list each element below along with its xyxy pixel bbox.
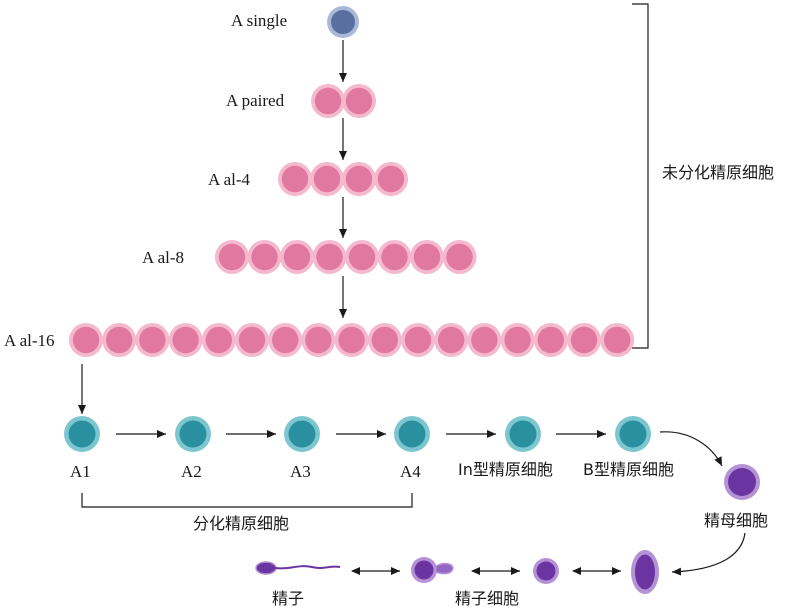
a-al16-cell (168, 323, 203, 357)
a-al4-cell (278, 162, 312, 196)
cell-a3 (284, 416, 320, 452)
label-spermatocyte: 精母细胞 (704, 511, 769, 530)
label-a-paired: A paired (226, 91, 285, 110)
a-paired-cell (311, 84, 345, 118)
label-a-al16: A al-16 (4, 331, 55, 350)
cell-round-spermatid (533, 558, 559, 584)
cell-a-single (327, 6, 359, 38)
a-al16-cell (301, 323, 336, 357)
cell-elongating-spermatid (631, 550, 659, 594)
label-undifferentiated: 未分化精原细胞 (662, 163, 775, 182)
a-al8-cell (247, 240, 282, 274)
a-al16-cell (367, 323, 402, 357)
a-al4-cell (374, 162, 408, 196)
a-al8-cell (410, 240, 444, 274)
a-al16-cell (69, 323, 103, 357)
a-al16-cell (268, 323, 303, 357)
cell-group-a-al8 (215, 240, 477, 274)
cell-a1 (64, 416, 100, 452)
a-al4-cell (342, 162, 376, 196)
teal-cells (64, 416, 651, 452)
a-al8-cell (312, 240, 347, 274)
sperm-icon (255, 561, 341, 575)
label-a-al4: A al-4 (208, 170, 251, 189)
a-al16-cell (235, 323, 269, 357)
cell-budding-spermatid (411, 557, 454, 583)
a-al16-cell (201, 323, 236, 357)
cell-spermatocyte (724, 464, 760, 500)
label-sperm: 精子 (272, 589, 305, 608)
label-in-type: In型精原细胞 (458, 460, 553, 479)
horizontal-arrows (116, 430, 723, 467)
cell-b-type (615, 416, 651, 452)
label-a3: A3 (290, 462, 311, 481)
label-a4: A4 (400, 462, 421, 481)
label-a-single: A single (231, 11, 288, 30)
a-al16-cell (102, 323, 137, 357)
cell-group-a-paired (311, 84, 376, 118)
label-a-al8: A al-8 (142, 248, 185, 267)
label-a2: A2 (181, 462, 202, 481)
a-al8-cell (442, 240, 477, 274)
a-al16-cell (600, 323, 635, 357)
label-spermatid: 精子细胞 (455, 589, 520, 608)
undifferentiated-bracket (632, 3, 649, 349)
a-al16-cell (467, 323, 502, 357)
a-al8-cell (280, 240, 314, 274)
a-al16-cell (334, 323, 369, 357)
label-b-type: B型精原细胞 (583, 460, 674, 479)
cell-a2 (175, 416, 211, 452)
cell-group-a-al4 (278, 162, 408, 196)
a-al16-cell (135, 323, 170, 357)
a-al8-cell (377, 240, 412, 274)
a-al16-cell (434, 323, 469, 357)
a-al16-cell (533, 323, 568, 357)
cell-in-type (505, 416, 541, 452)
a-al16-cell (500, 323, 535, 357)
a-al4-cell (310, 162, 344, 196)
vertical-arrows (78, 40, 347, 414)
curve-spermatocyte-to-spermatid (671, 532, 746, 576)
cell-group-a-al16 (69, 323, 635, 357)
a-al8-cell (345, 240, 379, 274)
differentiated-bracket (81, 493, 413, 508)
label-a1: A1 (70, 462, 91, 481)
a-al16-cell (567, 323, 601, 357)
a-al8-cell (215, 240, 249, 274)
a-paired-cell (342, 84, 376, 118)
a-al16-cell (401, 323, 435, 357)
label-differentiated: 分化精原细胞 (193, 514, 290, 533)
cell-a4 (394, 416, 430, 452)
